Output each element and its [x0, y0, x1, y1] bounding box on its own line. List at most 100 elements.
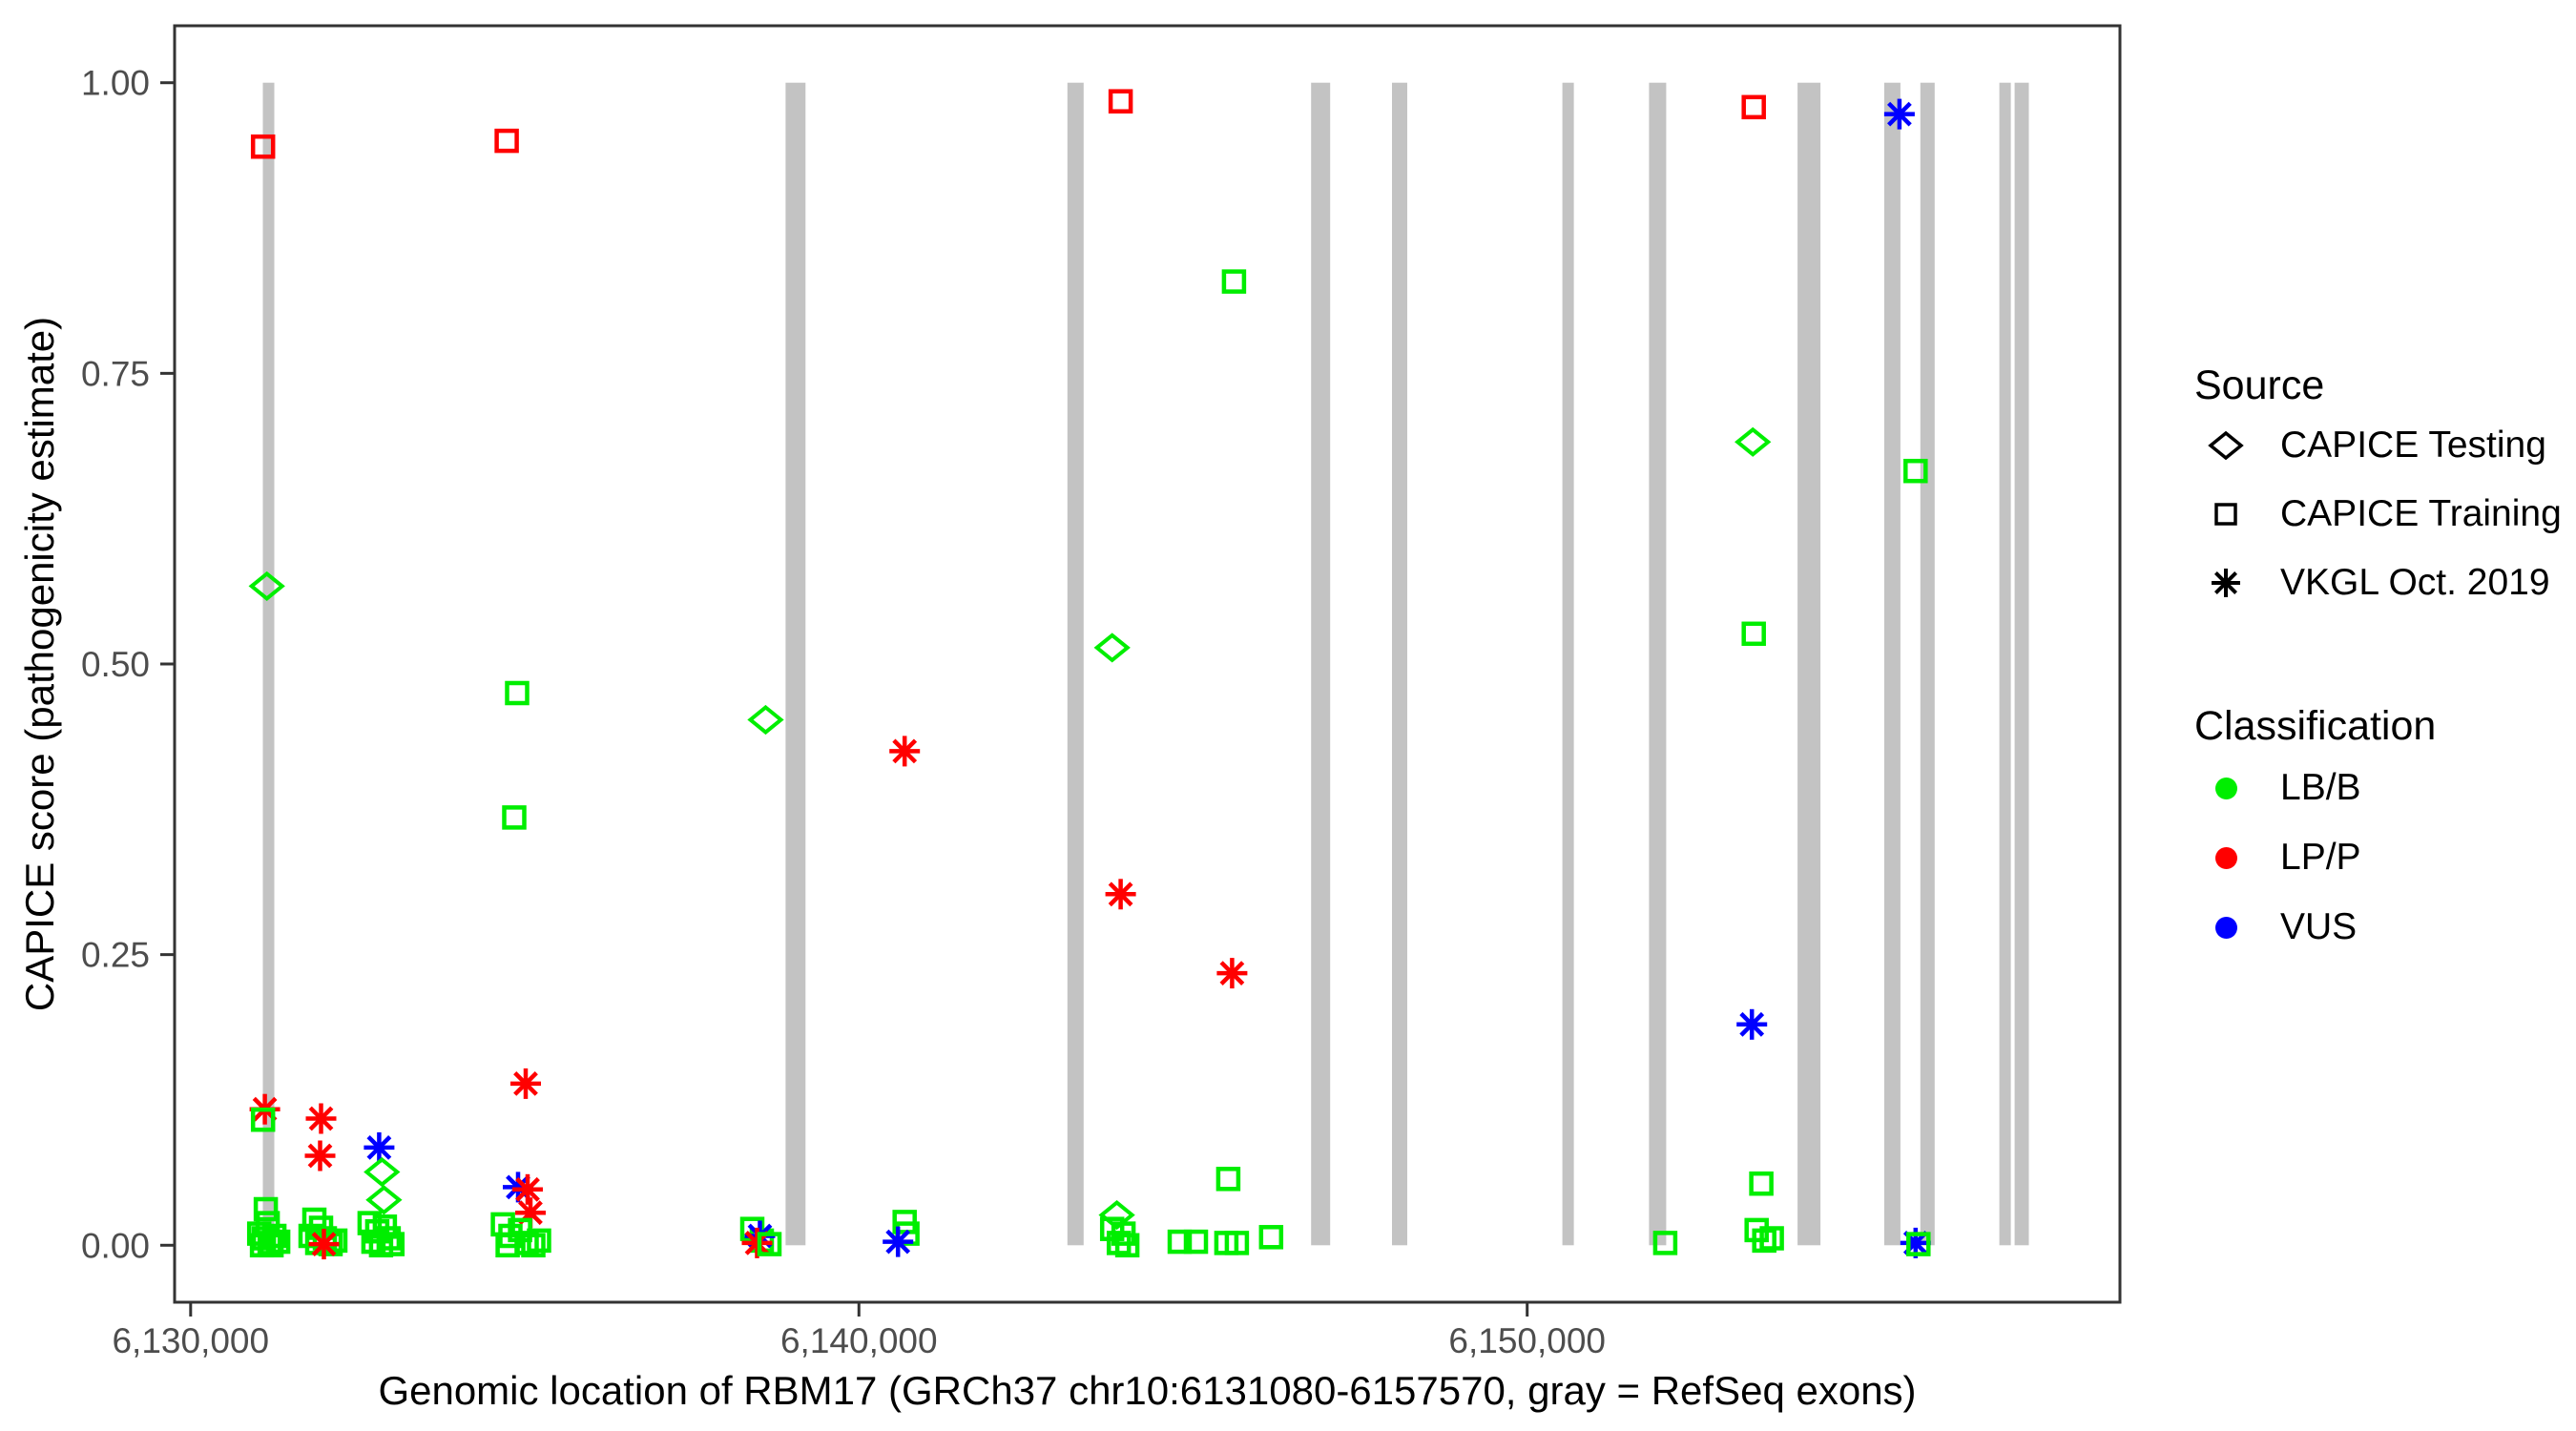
- data-point-square: [502, 805, 527, 830]
- legend-item-capice-training: CAPICE Training: [2191, 480, 2562, 549]
- exon-bars: [262, 82, 2029, 1246]
- data-point-square: [253, 1196, 279, 1222]
- data-point-square: [1741, 621, 1766, 647]
- legend-item-label: VUS: [2280, 906, 2358, 947]
- data-point-square: [265, 1229, 291, 1255]
- data-point-asterisk: [1736, 1008, 1768, 1040]
- data-point-asterisk: [889, 736, 921, 767]
- data-point-square: [376, 1226, 402, 1251]
- exon-bar: [1920, 82, 1935, 1246]
- data-point-asterisk: [1216, 958, 1248, 989]
- data-point-square: [1221, 269, 1247, 294]
- data-point-square: [1652, 1231, 1678, 1255]
- y-tick-label: 0.50: [81, 645, 150, 684]
- exon-bar: [1562, 82, 1574, 1246]
- data-point-square: [250, 134, 276, 159]
- x-tick-label: 6,150,000: [1448, 1321, 1606, 1360]
- exon-bar: [1649, 82, 1667, 1246]
- axis-tick-labels: 6,130,000 6,140,000 6,150,000 0.00 0.25 0.50 0…: [81, 64, 1606, 1360]
- x-axis-title: Genomic location of RBM17 (GRCh37 chr10:…: [378, 1368, 1917, 1413]
- axis-ticks: [160, 81, 1529, 1317]
- legend: Source CAPICE Testing CAPICE Training VK…: [2191, 0, 2576, 1431]
- data-points: [246, 89, 1931, 1260]
- data-point-square: [1903, 458, 1928, 484]
- data-point-square: [1215, 1167, 1241, 1192]
- legend-item-label: LP/P: [2280, 837, 2361, 878]
- data-point-diamond: [1093, 633, 1131, 663]
- y-tick-label: 0.75: [81, 354, 150, 393]
- exon-bar: [1311, 82, 1331, 1246]
- lpp-dot-icon: [2214, 846, 2237, 869]
- legend-item-label: CAPICE Testing: [2280, 425, 2546, 466]
- data-point-square: [1759, 1226, 1784, 1251]
- asterisk-icon: [2191, 549, 2261, 617]
- data-point-diamond: [1735, 426, 1772, 457]
- x-tick-label: 6,130,000: [112, 1321, 269, 1360]
- legend-item-label: CAPICE Training: [2280, 493, 2562, 534]
- data-point-square: [259, 1233, 284, 1258]
- data-point-asterisk: [305, 1103, 337, 1134]
- data-point-square: [1906, 1232, 1931, 1256]
- exon-bar: [1999, 82, 2011, 1246]
- legend-source-title: Source: [2194, 363, 2325, 408]
- data-point-diamond: [1098, 1200, 1135, 1231]
- data-point-square: [1749, 1171, 1774, 1196]
- data-point-square: [1752, 1228, 1776, 1254]
- legend-item-label: LB/B: [2280, 767, 2361, 808]
- data-point-square: [1183, 1229, 1209, 1255]
- data-point-diamond: [364, 1156, 401, 1188]
- panel-background: [175, 26, 2120, 1302]
- legend-classification-title: Classification: [2194, 703, 2437, 749]
- data-point-diamond: [365, 1185, 403, 1215]
- exon-bar: [2014, 82, 2029, 1246]
- data-point-square: [1167, 1229, 1193, 1255]
- data-point-asterisk: [510, 1068, 541, 1099]
- lbb-dot-icon: [2214, 777, 2237, 799]
- data-point-diamond: [747, 704, 784, 736]
- data-point-asterisk: [1883, 98, 1915, 130]
- y-axis-title: CAPICE score (pathogenicity estimate): [17, 316, 62, 1012]
- exon-bar: [262, 82, 275, 1246]
- vus-dot-icon: [2214, 916, 2237, 939]
- data-point-asterisk: [304, 1140, 336, 1172]
- exon-bar: [1797, 82, 1821, 1246]
- data-point-asterisk: [883, 1226, 914, 1257]
- data-point-square: [494, 128, 519, 154]
- legend-item-vkgl: VKGL Oct. 2019: [2191, 549, 2550, 617]
- legend-item-lbb: LB/B: [2191, 754, 2361, 822]
- data-point-asterisk: [512, 1173, 543, 1205]
- y-tick-label: 0.25: [81, 936, 150, 975]
- legend-item-capice-testing: CAPICE Testing: [2191, 411, 2546, 480]
- square-icon: [2191, 480, 2261, 549]
- y-tick-label: 1.00: [81, 64, 150, 103]
- panel-border: [173, 24, 2122, 1304]
- data-point-square: [527, 1228, 551, 1254]
- data-point-square: [1108, 89, 1133, 114]
- data-point-square: [380, 1232, 405, 1256]
- data-point-diamond: [248, 570, 285, 601]
- data-point-asterisk: [308, 1229, 340, 1260]
- data-point-square: [757, 1232, 782, 1256]
- diamond-icon: [2191, 411, 2261, 480]
- legend-item-vus: VUS: [2191, 893, 2357, 962]
- data-point-square: [1741, 94, 1766, 120]
- legend-item-lpp: LP/P: [2191, 823, 2361, 892]
- data-point-square: [1224, 1231, 1250, 1255]
- x-tick-label: 6,140,000: [780, 1321, 938, 1360]
- data-point-square: [521, 1233, 546, 1258]
- exon-bar: [1392, 82, 1407, 1246]
- data-point-asterisk: [1105, 879, 1136, 910]
- data-point-square: [505, 680, 530, 706]
- exon-bar: [1883, 82, 1901, 1246]
- data-point-square: [495, 1233, 520, 1258]
- data-point-square: [250, 1107, 276, 1132]
- exon-bar: [1067, 82, 1084, 1246]
- y-tick-label: 0.00: [81, 1226, 150, 1265]
- data-point-square: [1114, 1233, 1140, 1258]
- data-point-square: [1258, 1225, 1284, 1250]
- exon-bar: [785, 82, 806, 1246]
- legend-item-label: VKGL Oct. 2019: [2280, 562, 2550, 603]
- data-point-asterisk: [364, 1131, 395, 1163]
